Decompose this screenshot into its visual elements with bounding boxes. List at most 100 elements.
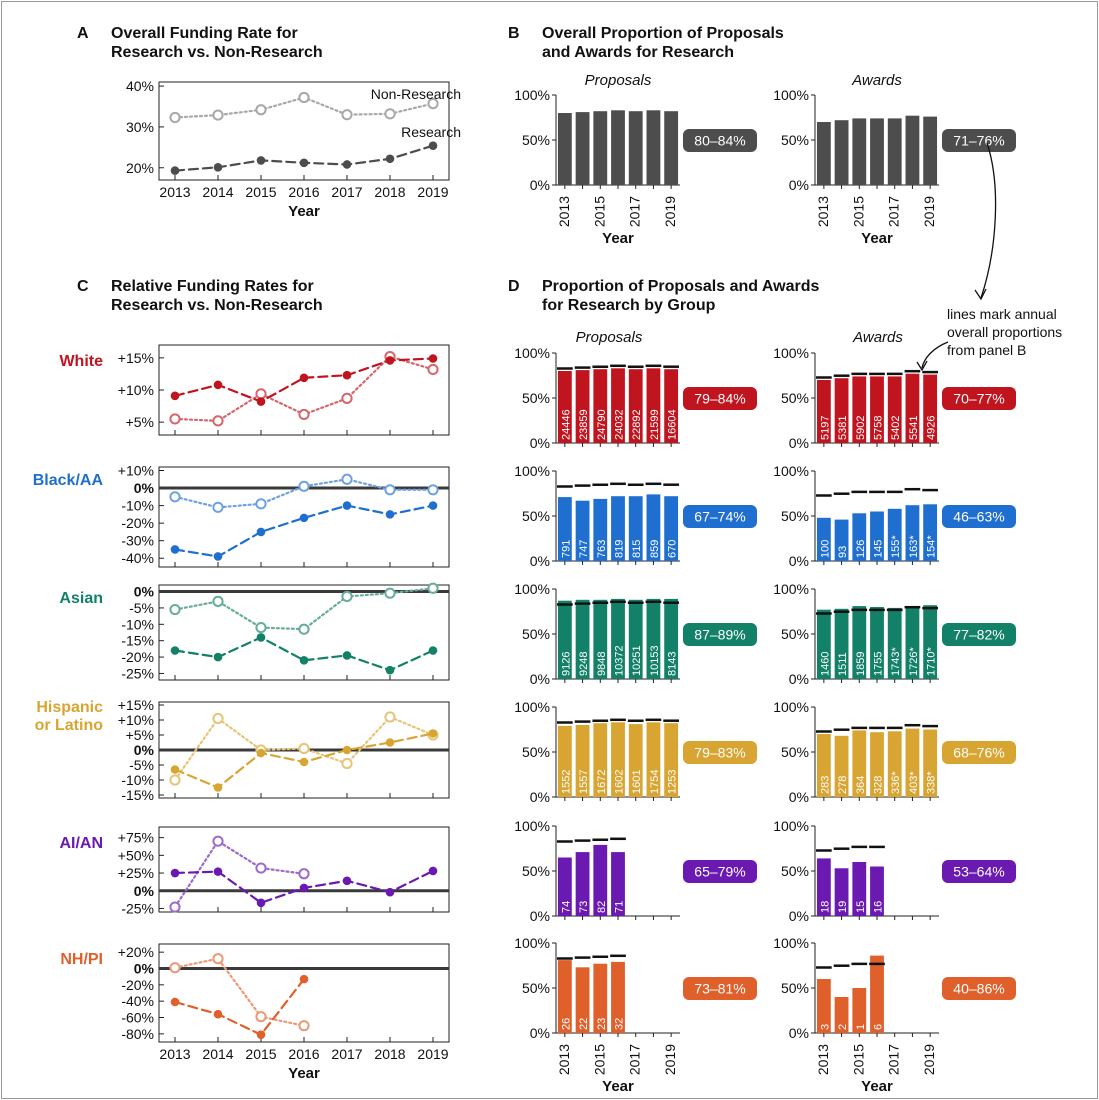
research-point — [213, 1009, 223, 1019]
panel-d-proposals-bars: 0% 50% 100% 74 73 82 71 65–79% — [514, 818, 757, 924]
y-tick-label: 100% — [514, 935, 550, 951]
nonresearch-point — [212, 109, 224, 121]
y-tick-label: +15% — [118, 697, 154, 713]
bar-count-label: 1754 — [649, 770, 661, 794]
bar — [852, 118, 867, 185]
nonresearch-point — [212, 595, 224, 607]
range-badge-label: 73–81% — [694, 981, 745, 997]
group-label: AI/AN — [59, 835, 103, 852]
y-tick-label: 0% — [530, 789, 550, 805]
nonresearch-point — [341, 757, 353, 770]
bar — [593, 844, 608, 916]
y-tick-label: 0% — [134, 961, 155, 977]
range-badge-label: 65–79% — [694, 864, 745, 880]
bar-count-label: 71 — [614, 901, 626, 913]
bar-count-label: 24790 — [596, 409, 608, 440]
y-tick-label: -20% — [121, 515, 154, 531]
bar-count-label: 18 — [819, 901, 831, 913]
range-badge-label: 68–76% — [953, 745, 1004, 761]
bar-count-label: 1557 — [578, 770, 590, 794]
panel-letter: A — [77, 25, 89, 42]
research-point — [385, 738, 395, 747]
bar — [870, 607, 884, 679]
range-badge — [683, 129, 757, 152]
bar — [923, 605, 938, 679]
bar — [816, 517, 831, 561]
panel-b-awards-bars: 0% 50% 100% 2013 2015 2017 2019 Year 71–76% Award… — [773, 72, 1016, 247]
nonresearch-point — [427, 484, 439, 496]
bar — [557, 857, 572, 916]
bar-count-label: 338* — [926, 771, 938, 794]
research-point — [299, 158, 309, 168]
panel-d-title: D Proportion of Proposals and Awards for R… — [508, 278, 819, 314]
y-tick-label: +10% — [118, 463, 154, 479]
range-badge — [683, 860, 757, 883]
bar-count-label: 1601 — [631, 770, 643, 794]
research-point — [385, 154, 395, 164]
bar — [611, 961, 625, 1033]
bar — [834, 997, 849, 1033]
y-tick-label: 50% — [522, 508, 550, 524]
research-point — [342, 501, 352, 510]
panel-a-title: A Overall Funding Rate for Research vs. No… — [77, 25, 323, 61]
bar-count-label: 16 — [873, 901, 885, 913]
y-tick-label: 0% — [789, 177, 809, 193]
y-tick-label: -80% — [121, 1026, 154, 1042]
research-point — [342, 370, 352, 380]
bar-count-label: 283 — [819, 776, 831, 794]
bar-count-label: 15 — [855, 901, 867, 913]
y-tick-label: 50% — [781, 508, 809, 524]
range-badge — [942, 623, 1016, 646]
research-point — [299, 974, 309, 984]
research-point — [256, 1030, 266, 1039]
bar-count-label: 5902 — [855, 416, 867, 440]
bar — [575, 370, 590, 443]
panel-letter: B — [508, 25, 520, 42]
panel-letter: D — [508, 278, 520, 295]
annotation-text: overall proportions — [947, 324, 1062, 340]
range-badge-label: 77–82% — [953, 627, 1004, 643]
x-axis-label: Year — [288, 1065, 320, 1082]
panel-title-line: Research vs. Non-Research — [111, 297, 323, 314]
panel-d-awards-bars: 0% 50% 100% 5197 5381 5902 5758 5402 5541 4926 70–… — [773, 345, 1016, 451]
bar-count-label: 5402 — [890, 416, 902, 440]
y-tick-label: 50% — [522, 863, 550, 879]
bar-count-label: 1710* — [926, 647, 938, 676]
column-header: Proposals — [576, 329, 643, 346]
x-tick-label: 2019 — [417, 184, 448, 200]
panel-title-line: for Research by Group — [542, 297, 716, 314]
bar — [557, 725, 572, 797]
y-tick-label: 0% — [789, 553, 809, 569]
y-tick-label: +50% — [118, 847, 154, 863]
panel-c-group-chart: 0%-5%-10%-15%-20%-25% — [121, 582, 450, 681]
range-badge — [942, 387, 1016, 410]
bar — [870, 511, 884, 561]
y-tick-label: 50% — [781, 863, 809, 879]
panel-c-group-chart: +15%+10%+5%0%-5%-10%-15% — [118, 697, 450, 803]
nonresearch-point — [255, 621, 267, 634]
research-point — [428, 866, 438, 876]
y-tick-label: 0% — [789, 908, 809, 924]
bar — [628, 599, 643, 679]
x-tick-label: 2015 — [245, 1046, 276, 1062]
bar-count-label: 24032 — [614, 409, 626, 440]
nonresearch-point — [298, 623, 310, 635]
y-tick-label: 50% — [522, 390, 550, 406]
y-tick-label: 0% — [789, 1025, 809, 1041]
x-tick-label: 2014 — [202, 184, 233, 200]
bar-count-label: 1859 — [855, 652, 867, 676]
x-tick-label: 2019 — [921, 1044, 937, 1075]
panel-d-awards-bars: 0% 50% 100% 283 278 364 328 336* 403* 338* 68–76% — [773, 699, 1016, 805]
research-point — [256, 898, 266, 908]
bar-count-label: 4926 — [926, 416, 938, 440]
nonresearch-point — [341, 473, 353, 485]
nonresearch-point — [298, 408, 310, 421]
research-point — [385, 510, 395, 519]
y-tick-label: 0% — [789, 435, 809, 451]
bar-count-label: 1253 — [667, 770, 679, 794]
y-tick-label: -15% — [121, 633, 154, 649]
y-tick-label: 50% — [522, 626, 550, 642]
research-point — [256, 633, 266, 642]
annotation-arrow — [980, 142, 997, 299]
nonresearch-point — [255, 104, 267, 116]
